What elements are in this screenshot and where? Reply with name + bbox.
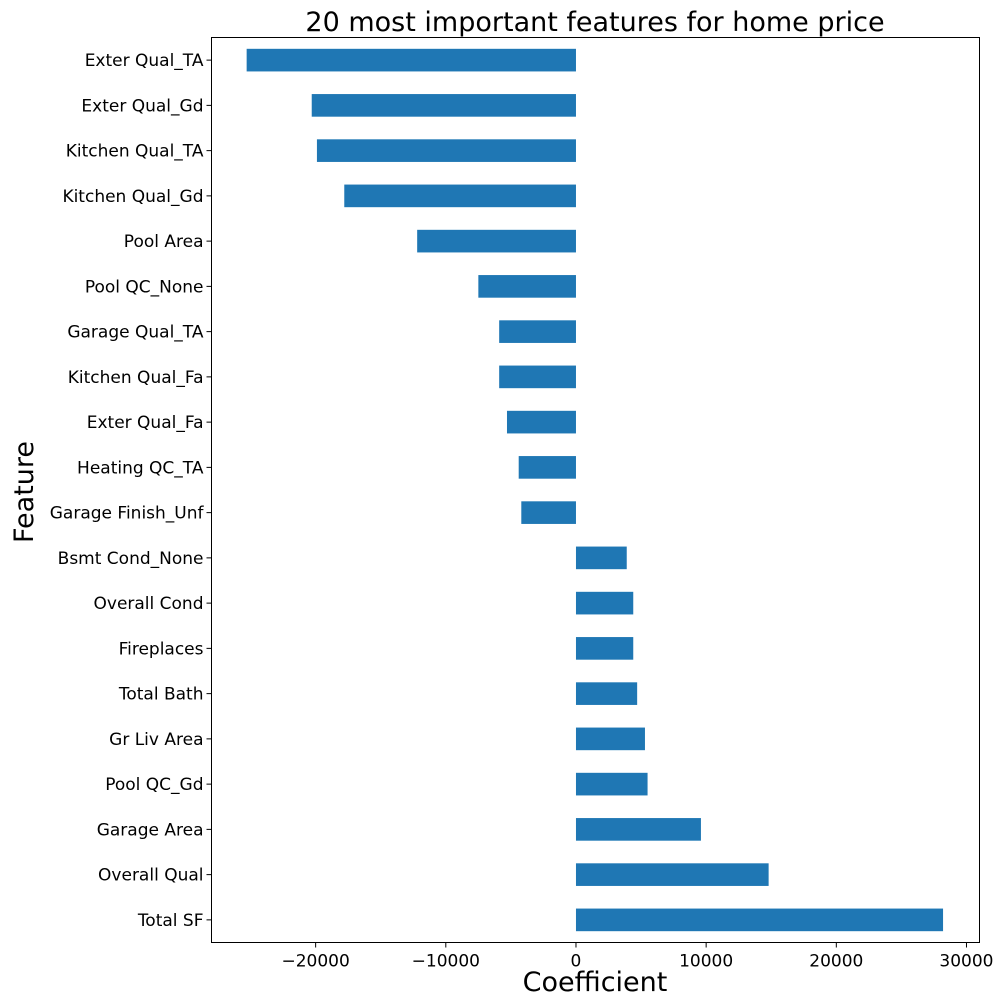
y-tick-label: Overall Qual <box>98 866 203 886</box>
bar <box>575 682 638 705</box>
y-tick-label: Heating QC_TA <box>77 458 204 478</box>
x-tick-label: 0 <box>571 952 582 972</box>
bar <box>575 546 627 570</box>
y-tick-label: Bsmt Cond_None <box>58 549 204 569</box>
bar <box>575 772 648 796</box>
bar <box>478 275 576 298</box>
y-axis-ticks: Exter Qual_TA Exter Qual_Gd Kitchen Qual_T… <box>50 51 212 931</box>
y-tick-label: Total Bath <box>118 685 204 705</box>
y-tick-label: Garage Finish_Unf <box>50 504 205 524</box>
bar <box>575 727 645 751</box>
y-tick-label: Overall Cond <box>94 594 204 614</box>
x-tick-label: −10000 <box>412 952 480 972</box>
y-tick-label: Total SF <box>137 911 204 931</box>
bar <box>575 863 769 886</box>
y-tick-label: Kitchen Qual_Gd <box>62 187 203 207</box>
y-tick-label: Kitchen Qual_Fa <box>68 368 204 388</box>
y-axis-title: Feature <box>9 441 40 543</box>
y-tick-label: Exter Qual_Gd <box>81 96 203 116</box>
y-tick-label: Garage Qual_TA <box>67 323 204 343</box>
bar <box>316 139 576 162</box>
x-tick-label: 30000 <box>939 952 993 972</box>
bar <box>311 94 576 117</box>
bar <box>499 320 576 343</box>
bar <box>506 410 576 434</box>
bar <box>521 501 576 524</box>
x-tick-label: −20000 <box>281 952 349 972</box>
bar <box>518 456 576 479</box>
y-tick-label: Exter Qual_TA <box>85 51 204 71</box>
plot-frame <box>211 37 980 943</box>
y-tick-label: Garage Area <box>97 820 204 840</box>
x-axis-ticks: −20000 −10000 0 10000 20000 30000 <box>281 942 994 972</box>
y-tick-label: Pool QC_Gd <box>105 775 203 795</box>
bar <box>344 184 576 208</box>
y-tick-label: Gr Liv Area <box>109 730 203 750</box>
y-tick-label: Fireplaces <box>119 639 204 659</box>
bar <box>575 818 701 841</box>
bar <box>575 908 944 932</box>
bars-layer <box>246 48 944 932</box>
y-tick-label: Kitchen Qual_TA <box>66 142 204 162</box>
bar <box>417 229 576 253</box>
y-tick-label: Pool Area <box>124 232 204 252</box>
bar <box>246 48 576 72</box>
bar <box>575 591 634 615</box>
chart-title: 20 most important features for home pric… <box>305 7 884 38</box>
bar <box>499 365 576 389</box>
x-axis-title: Coefficient <box>523 967 668 998</box>
x-tick-label: 10000 <box>679 952 733 972</box>
y-tick-label: Pool QC_None <box>85 277 204 297</box>
x-tick-label: 20000 <box>809 952 863 972</box>
y-tick-label: Exter Qual_Fa <box>87 413 204 433</box>
bar <box>575 637 634 660</box>
